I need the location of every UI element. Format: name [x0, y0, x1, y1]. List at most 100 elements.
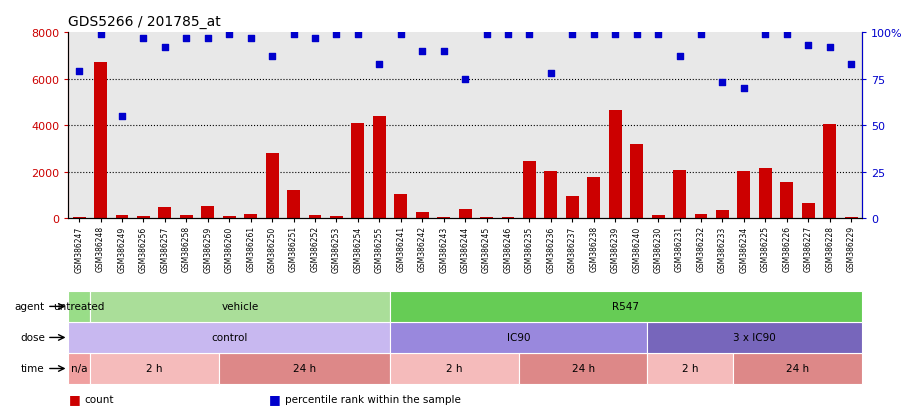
Point — [522, 32, 537, 38]
Point — [608, 32, 622, 38]
Point — [650, 32, 665, 38]
Bar — [479, 217, 493, 219]
Text: vehicle: vehicle — [221, 301, 259, 312]
Bar — [566, 197, 578, 219]
Text: ■: ■ — [68, 392, 80, 405]
Bar — [94, 63, 107, 219]
Text: time: time — [21, 363, 45, 374]
Bar — [394, 195, 407, 219]
Bar — [137, 216, 149, 219]
Bar — [647, 353, 732, 384]
Bar — [436, 217, 450, 219]
Bar — [116, 216, 128, 219]
Point — [115, 113, 129, 120]
Point — [179, 36, 193, 42]
Point — [200, 36, 215, 42]
Bar — [609, 111, 621, 219]
Text: count: count — [85, 394, 114, 404]
Bar — [68, 322, 390, 353]
Point — [158, 45, 172, 51]
Point — [500, 32, 515, 38]
Text: 2 h: 2 h — [146, 363, 162, 374]
Point — [136, 36, 150, 42]
Bar — [179, 216, 192, 219]
Bar — [715, 211, 728, 219]
Text: 2 h: 2 h — [445, 363, 462, 374]
Bar — [287, 191, 300, 219]
Point — [479, 32, 494, 38]
Point — [415, 48, 429, 55]
Bar — [201, 206, 214, 219]
Bar — [647, 322, 861, 353]
Bar — [758, 169, 771, 219]
Point — [671, 54, 686, 61]
Bar — [544, 171, 557, 219]
Text: 24 h: 24 h — [571, 363, 594, 374]
Point — [543, 71, 558, 77]
Bar — [694, 214, 707, 219]
Point — [243, 36, 258, 42]
Point — [307, 36, 322, 42]
Text: ■: ■ — [269, 392, 281, 405]
Bar — [222, 216, 235, 219]
Text: 24 h: 24 h — [292, 363, 315, 374]
Text: n/a: n/a — [71, 363, 87, 374]
Point — [800, 43, 814, 50]
Text: 2 h: 2 h — [681, 363, 698, 374]
Point — [822, 45, 836, 51]
Point — [457, 76, 472, 83]
Bar — [159, 207, 171, 219]
Bar — [518, 353, 647, 384]
Bar — [672, 170, 685, 219]
Bar — [68, 353, 90, 384]
Text: 24 h: 24 h — [785, 363, 808, 374]
Text: agent: agent — [15, 301, 45, 312]
Point — [93, 32, 107, 38]
Bar — [780, 182, 793, 219]
Point — [714, 80, 729, 87]
Text: R547: R547 — [612, 301, 639, 312]
Point — [329, 32, 343, 38]
Bar — [330, 216, 343, 219]
Bar — [737, 171, 750, 219]
Bar — [390, 353, 518, 384]
Text: percentile rank within the sample: percentile rank within the sample — [285, 394, 461, 404]
Text: untreated: untreated — [54, 301, 105, 312]
Bar — [308, 216, 321, 219]
Point — [843, 61, 857, 68]
Point — [693, 32, 708, 38]
Bar — [373, 116, 385, 219]
Point — [736, 85, 751, 92]
Point — [629, 32, 643, 38]
Point — [565, 32, 579, 38]
Bar — [390, 322, 647, 353]
Bar — [68, 291, 90, 322]
Bar — [651, 216, 664, 219]
Bar — [73, 217, 86, 219]
Bar — [801, 204, 814, 219]
Point — [372, 61, 386, 68]
Bar — [90, 291, 390, 322]
Bar — [219, 353, 390, 384]
Point — [779, 32, 793, 38]
Bar — [458, 210, 471, 219]
Bar — [265, 154, 278, 219]
Bar — [415, 213, 428, 219]
Bar — [844, 217, 856, 219]
Bar — [823, 125, 835, 219]
Text: GDS5266 / 201785_at: GDS5266 / 201785_at — [68, 15, 220, 29]
Text: control: control — [210, 332, 247, 343]
Bar — [501, 217, 514, 219]
Point — [286, 32, 301, 38]
Text: 3 x IC90: 3 x IC90 — [732, 332, 775, 343]
Point — [350, 32, 364, 38]
Bar — [522, 162, 536, 219]
Bar — [244, 215, 257, 219]
Point — [221, 32, 236, 38]
Bar — [90, 353, 219, 384]
Bar — [587, 177, 599, 219]
Text: dose: dose — [20, 332, 45, 343]
Point — [393, 32, 407, 38]
Point — [264, 54, 279, 61]
Point — [435, 48, 450, 55]
